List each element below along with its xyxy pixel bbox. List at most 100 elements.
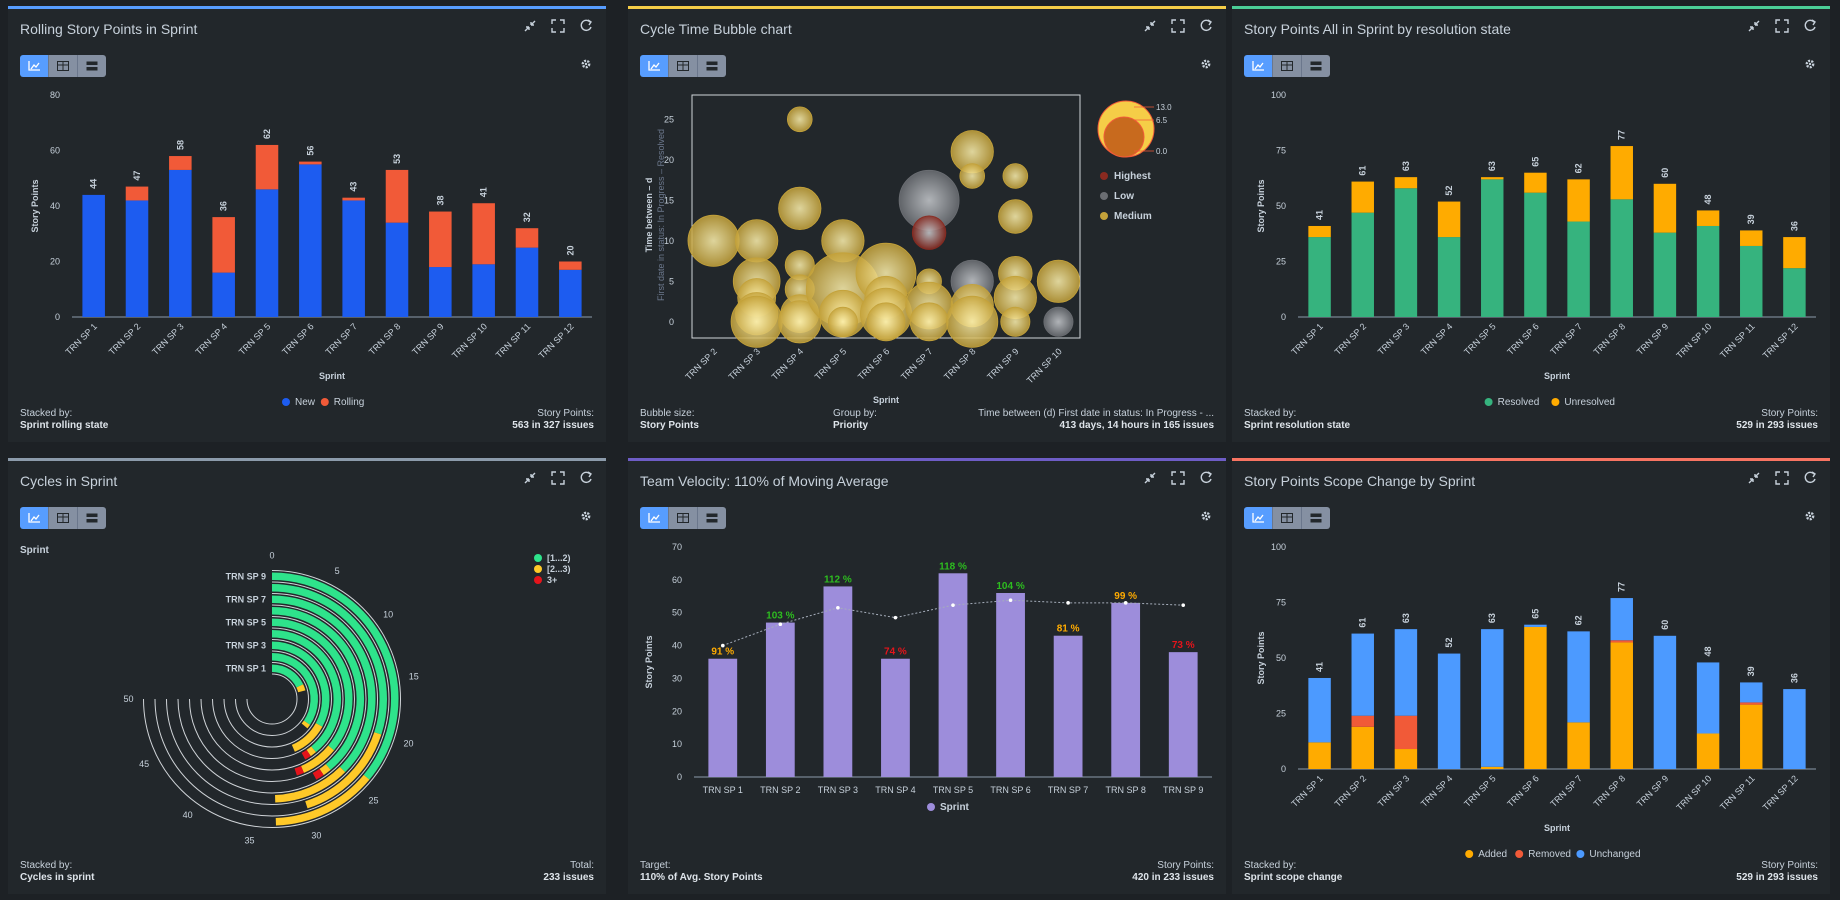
collapse-icon[interactable] <box>1746 19 1762 35</box>
gadget-panel-6: Story Points Scope Change by Sprint Stor… <box>1232 458 1830 894</box>
y-tick-label: 25 <box>1276 709 1286 719</box>
legend-label: Highest <box>1114 171 1151 182</box>
footer-left: Stacked by: Cycles in sprint <box>20 860 94 884</box>
fullscreen-icon[interactable] <box>1170 471 1186 487</box>
x-tick-label: TRN SP 1 <box>63 321 99 357</box>
refresh-icon[interactable] <box>578 471 594 487</box>
panel-actions <box>522 471 594 487</box>
bar-segment <box>472 203 495 265</box>
x-tick-label: TRN SP 2 <box>683 346 719 382</box>
refresh-icon[interactable] <box>1802 471 1818 487</box>
y-axis-label: Story Points <box>1256 631 1266 684</box>
y-axis-label: Story Points <box>30 179 40 232</box>
refresh-icon[interactable] <box>1802 19 1818 35</box>
table-view-icon[interactable] <box>669 55 698 77</box>
chart-view-icon[interactable] <box>1244 55 1273 77</box>
list-view-icon[interactable] <box>78 507 106 529</box>
radial-tick-label: 20 <box>403 738 413 748</box>
gear-icon[interactable] <box>1200 509 1212 525</box>
collapse-icon[interactable] <box>1142 19 1158 35</box>
table-view-icon[interactable] <box>1273 55 1302 77</box>
bar-segment <box>1481 177 1504 180</box>
list-view-icon[interactable] <box>78 55 106 77</box>
gear-icon[interactable] <box>1804 57 1816 73</box>
legend-label: Unresolved <box>1564 397 1615 408</box>
category-label: TRN SP 7 <box>226 594 266 604</box>
fullscreen-icon[interactable] <box>550 471 566 487</box>
x-tick-label: TRN SP 7 <box>899 346 935 382</box>
table-view-icon[interactable] <box>669 507 698 529</box>
collapse-icon[interactable] <box>1142 471 1158 487</box>
legend-marker <box>1576 850 1585 858</box>
legend-label: Resolved <box>1498 397 1540 408</box>
list-view-icon[interactable] <box>698 507 726 529</box>
bar-segment <box>125 200 149 317</box>
y-axis-sublabel: First date in status: In Progress – Reso… <box>656 129 666 301</box>
legend-label: 3+ <box>547 575 557 585</box>
x-tick-label: TRN SP 2 <box>107 321 143 357</box>
moving-average-point <box>1123 601 1128 605</box>
data-label: 39 <box>1746 214 1756 224</box>
bar-segment <box>1394 749 1418 769</box>
footer-right: Story Points: 420 in 233 issues <box>1132 860 1214 884</box>
chart-view-icon[interactable] <box>640 55 669 77</box>
bar-segment <box>1740 230 1763 246</box>
legend-label: Sprint <box>940 802 970 813</box>
chart-view-icon[interactable] <box>640 507 669 529</box>
fullscreen-icon[interactable] <box>1170 19 1186 35</box>
chart-view-icon[interactable] <box>20 55 49 77</box>
percent-label: 81 % <box>1057 624 1080 635</box>
data-label: 63 <box>1401 161 1411 171</box>
category-label: TRN SP 3 <box>226 640 266 650</box>
gear-icon[interactable] <box>580 57 592 73</box>
x-tick-label: TRN SP 4 <box>875 785 915 795</box>
refresh-icon[interactable] <box>578 19 594 35</box>
x-tick-label: TRN SP 10 <box>450 321 489 360</box>
list-view-icon[interactable] <box>1302 55 1330 77</box>
ring-guide <box>166 593 378 805</box>
radial-bar-segment <box>306 746 316 757</box>
bar-segment <box>342 197 365 201</box>
bar-segment <box>1524 626 1547 769</box>
refresh-icon[interactable] <box>1198 19 1214 35</box>
fullscreen-icon[interactable] <box>1774 19 1790 35</box>
table-view-icon[interactable] <box>49 55 78 77</box>
gear-icon[interactable] <box>1804 509 1816 525</box>
data-label: 36 <box>1789 221 1799 231</box>
chart-view-icon[interactable] <box>20 507 49 529</box>
bubble <box>735 219 779 263</box>
x-tick-label: TRN SP 3 <box>1376 773 1412 809</box>
bar-segment <box>1481 179 1504 317</box>
footer-left-value: 110% of Avg. Story Points <box>640 872 763 883</box>
x-tick-label: TRN SP 10 <box>1674 773 1713 812</box>
x-axis-label: Sprint <box>319 371 345 381</box>
radial-tick-label: 10 <box>383 610 393 620</box>
fullscreen-icon[interactable] <box>550 19 566 35</box>
chart-view-icon[interactable] <box>1244 507 1273 529</box>
gear-icon[interactable] <box>580 509 592 525</box>
list-view-icon[interactable] <box>1302 507 1330 529</box>
radial-bar-segment <box>291 722 323 752</box>
footer-mid: Group by: Priority <box>833 408 877 432</box>
table-view-icon[interactable] <box>1273 507 1302 529</box>
fullscreen-icon[interactable] <box>1774 471 1790 487</box>
collapse-icon[interactable] <box>522 19 538 35</box>
bar-segment <box>1740 682 1763 703</box>
x-tick-label: TRN SP 12 <box>537 321 576 360</box>
bar-segment <box>1437 201 1461 238</box>
legend-label: Rolling <box>334 397 365 408</box>
panel-title: Story Points Scope Change by Sprint <box>1244 473 1476 489</box>
x-tick-label: TRN SP 9 <box>410 321 446 357</box>
collapse-icon[interactable] <box>522 471 538 487</box>
moving-average-point <box>778 622 783 627</box>
x-tick-label: TRN SP 9 <box>1163 785 1203 795</box>
x-tick-label: TRN SP 5 <box>813 346 849 382</box>
gear-icon[interactable] <box>1200 57 1212 73</box>
table-view-icon[interactable] <box>49 507 78 529</box>
list-view-icon[interactable] <box>698 55 726 77</box>
radial-tick-label: 15 <box>409 672 419 682</box>
chart-svg: Story Points 0 25 50 75 100 41 TRN SP 1 61 TRN SP… <box>1256 542 1816 860</box>
refresh-icon[interactable] <box>1198 471 1214 487</box>
y-tick-label: 0 <box>1281 764 1286 774</box>
collapse-icon[interactable] <box>1746 471 1762 487</box>
